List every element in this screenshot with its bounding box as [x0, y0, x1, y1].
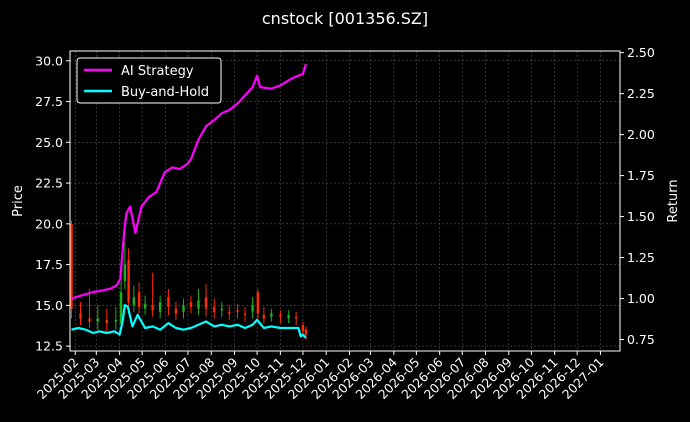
right-axis-tick-label: 2.25 [627, 86, 655, 101]
price-candle-body [174, 308, 178, 314]
price-candle-body [262, 315, 266, 319]
price-candle-body [79, 313, 82, 319]
right-axis-label: Return [666, 179, 681, 222]
legend-box [76, 57, 222, 104]
legend-label-buy-and-hold: Buy-and-Hold [121, 85, 209, 100]
right-axis-tick-label: 2.50 [627, 45, 655, 60]
left-axis-tick-label: 22.5 [35, 176, 63, 191]
price-candles [70, 220, 308, 340]
plot-frame [69, 50, 621, 352]
right-axis-tick-label: 1.25 [627, 250, 655, 265]
price-candle-body [114, 320, 118, 322]
price-candle-body [143, 303, 147, 309]
price-candle-body [236, 310, 239, 312]
price-candle-body [123, 264, 127, 281]
series-line-ai-strategy [71, 63, 307, 300]
left-axis-tick-label: 15.0 [35, 298, 63, 313]
return-lines [71, 63, 307, 339]
price-candle-body [132, 297, 136, 306]
right-axis-tick-label: 0.75 [627, 332, 655, 347]
price-candle-body [213, 306, 216, 312]
price-candle-body [304, 329, 308, 335]
price-candle-body [105, 320, 109, 324]
price-candle-body [137, 292, 141, 307]
price-candle-body [251, 305, 254, 312]
price-candle-body [294, 316, 298, 319]
price-candle-body [70, 223, 73, 309]
legend: AI Strategy Buy-and-Hold [76, 57, 222, 104]
price-candle-body [127, 259, 130, 303]
left-axis-label: Price [11, 185, 26, 217]
price-candle-body [197, 300, 200, 309]
price-candle-body [279, 315, 282, 317]
right-axis-tick-label: 1.75 [627, 168, 655, 183]
price-candle-body [189, 302, 193, 307]
series-line-buy-and-hold [71, 304, 307, 339]
price-candle-body [220, 308, 223, 311]
price-candle-body [287, 315, 290, 319]
left-axis-tick-label: 17.5 [35, 257, 63, 272]
price-candle-body [167, 297, 170, 307]
price-candle-body [204, 297, 208, 309]
right-axis: 0.75 1.00 1.25 1.50 1.75 2.00 2.25 2.50 [620, 45, 655, 347]
price-candle-body [243, 313, 247, 316]
price-candle-body [182, 305, 185, 312]
chart-title: cnstock [001356.SZ] [262, 9, 428, 28]
left-axis-tick-label: 20.0 [35, 216, 63, 231]
price-candle-body [151, 305, 154, 311]
price-candle-body [270, 313, 273, 317]
right-axis-tick-label: 1.50 [627, 209, 655, 224]
left-axis: 12.5 15.0 17.5 20.0 22.5 25.0 27.5 30.0 [35, 53, 70, 354]
price-candle-body [256, 292, 260, 314]
left-axis-tick-label: 25.0 [35, 135, 63, 150]
price-candle-body [96, 318, 100, 322]
right-axis-tick-label: 1.00 [627, 291, 655, 306]
price-candle-body [158, 302, 162, 312]
left-axis-tick-label: 27.5 [35, 94, 63, 109]
price-candle-body [119, 292, 123, 324]
price-candle-body [88, 318, 91, 322]
right-axis-tick-label: 2.00 [627, 127, 655, 142]
price-candle-body [301, 324, 305, 332]
legend-label-ai-strategy: AI Strategy [121, 64, 194, 79]
price-candle-body [228, 311, 231, 314]
left-axis-tick-label: 12.5 [35, 339, 63, 354]
left-axis-tick-label: 30.0 [35, 53, 63, 68]
